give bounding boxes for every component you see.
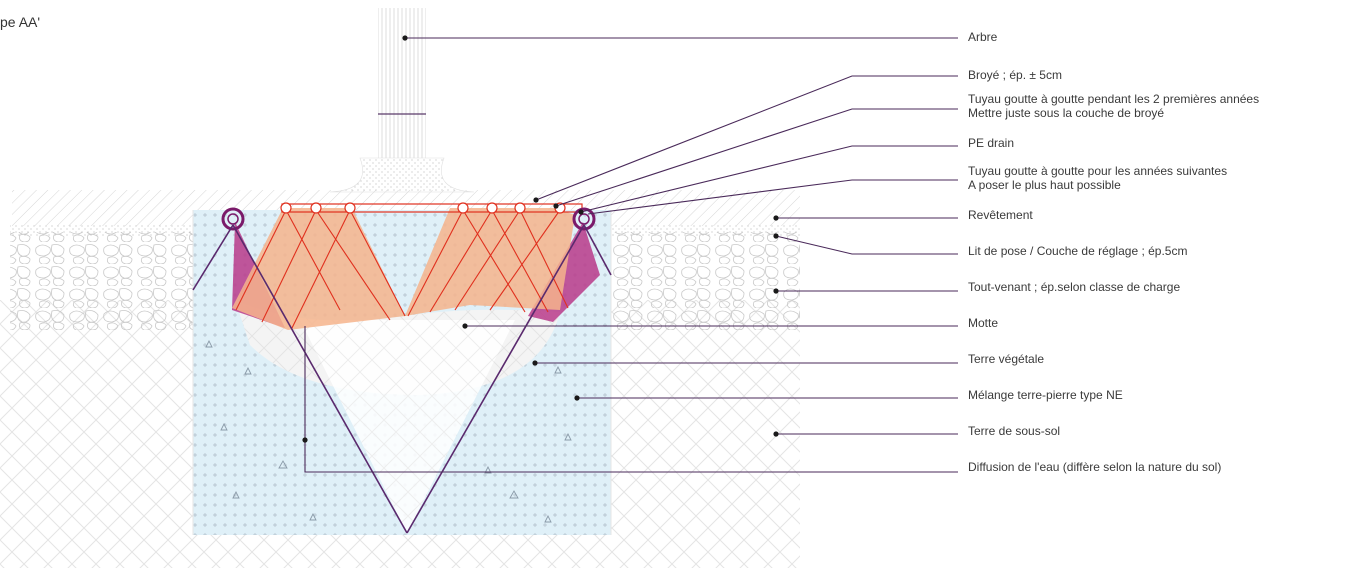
leader-dots bbox=[302, 35, 779, 443]
label-arbre: Arbre bbox=[968, 30, 998, 44]
label-tout-venant: Tout-venant ; ép.selon classe de charge bbox=[968, 280, 1181, 294]
label-terre-sous-sol: Terre de sous-sol bbox=[968, 424, 1061, 438]
pe-drain-rings bbox=[221, 207, 596, 231]
diffusion-lines bbox=[235, 209, 569, 329]
section-title: pe AA' bbox=[0, 14, 41, 30]
label-motte: Motte bbox=[968, 316, 999, 330]
label-terre-vegetale: Terre végétale bbox=[968, 352, 1045, 366]
label-tuyau-goutte-1: Tuyau goutte à goutte pendant les 2 prem… bbox=[968, 92, 1260, 120]
soil-symbols bbox=[205, 339, 572, 523]
root-collar bbox=[329, 157, 475, 193]
leader-lines bbox=[304, 37, 958, 473]
tree-trunk bbox=[378, 8, 426, 158]
label-melange: Mélange terre-pierre type NE bbox=[968, 388, 1123, 402]
label-diffusion: Diffusion de l'eau (diffère selon la nat… bbox=[968, 460, 1222, 474]
label-revetement: Revêtement bbox=[968, 208, 1033, 222]
label-lit-de-pose: Lit de pose / Couche de réglage ; ép.5cm bbox=[968, 244, 1188, 258]
label-tuyau-goutte-2: Tuyau goutte à goutte pour les années su… bbox=[968, 164, 1228, 192]
diffusion-orange bbox=[232, 208, 575, 330]
label-pe-drain: PE drain bbox=[968, 136, 1015, 150]
label-broye: Broyé ; ép. ± 5cm bbox=[968, 68, 1062, 82]
purple-v-lines bbox=[192, 224, 612, 534]
